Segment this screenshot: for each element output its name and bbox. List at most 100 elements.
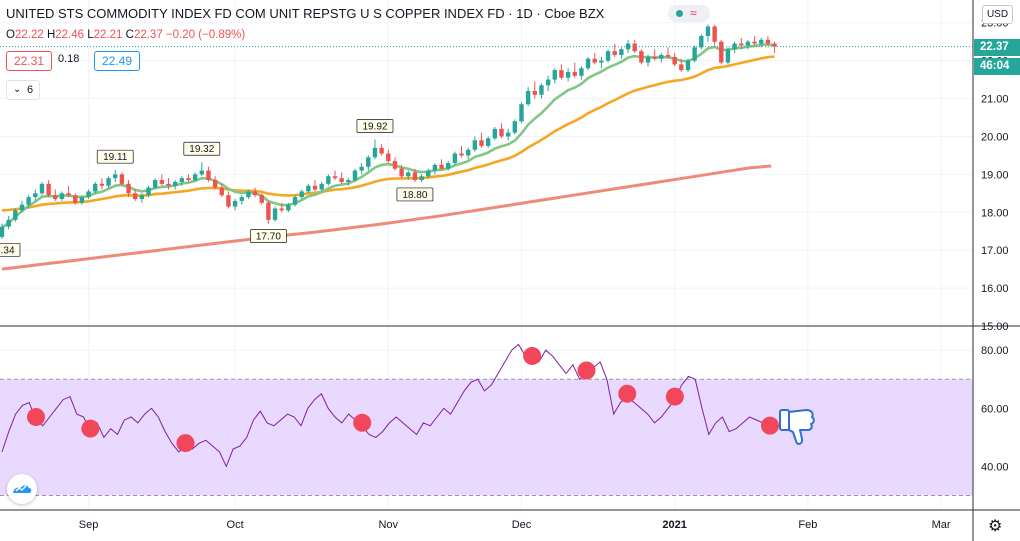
candle-body <box>505 132 511 137</box>
ema-slow-path <box>1 55 775 212</box>
candle-body <box>133 193 138 200</box>
candle-body <box>552 70 557 80</box>
rsi-axis[interactable]: 80.00 60.00 40.00 <box>981 345 1009 473</box>
candle-body <box>679 64 684 71</box>
tradingview-logo-icon[interactable] <box>7 474 37 504</box>
candle-body <box>239 197 244 201</box>
candle-body <box>592 58 597 63</box>
sma-long-path <box>1 164 772 271</box>
annotation-box <box>356 119 394 133</box>
candle-body <box>572 72 577 76</box>
candle-body <box>585 58 591 69</box>
annotation-box <box>396 187 434 202</box>
candle-body <box>319 183 324 190</box>
candle-body <box>426 170 431 177</box>
rsi-marker <box>26 407 45 426</box>
price-tick-label: 15.00 <box>981 321 1009 333</box>
annotation-box <box>183 141 221 156</box>
candle-body <box>86 191 91 198</box>
gear-icon[interactable]: ⚙ <box>988 518 1003 535</box>
candle-body <box>139 195 145 200</box>
candle-body <box>286 204 291 211</box>
candle-body <box>672 56 677 65</box>
chevron-down-icon: ⌄ <box>13 84 22 95</box>
candle-body <box>179 178 185 182</box>
candle-body <box>559 70 564 78</box>
candle-body <box>532 90 537 95</box>
candle-body <box>199 170 204 175</box>
time-axis[interactable]: Sep Oct Nov Dec 2021 Feb Mar <box>79 519 951 531</box>
candle-body <box>765 39 771 44</box>
spread-value: 0.18 <box>58 53 80 65</box>
candle-body <box>252 191 258 196</box>
candle-body <box>13 210 18 220</box>
ask-button[interactable]: 22.49 <box>94 51 140 71</box>
price-tick-label: 20.00 <box>981 131 1009 143</box>
change-value: −0.20 (−0.89%) <box>165 29 246 41</box>
annotation-box <box>96 149 134 164</box>
rsi-marker <box>353 413 372 432</box>
candle-body <box>292 197 298 205</box>
candle-body <box>79 197 85 203</box>
candle-body <box>379 147 384 154</box>
price-tick-label: 16.00 <box>981 283 1009 295</box>
candle-body <box>399 168 404 177</box>
candle-body <box>459 153 464 156</box>
candles <box>0 24 777 239</box>
rsi-marker <box>618 384 637 403</box>
status-pills[interactable]: ≈ <box>668 5 710 22</box>
candle-body <box>406 172 411 177</box>
candle-body <box>272 208 278 220</box>
price-tick-label: 17.00 <box>981 245 1009 257</box>
candle-body <box>366 157 371 167</box>
ohlc-values: O22.22 H22.46 L22.21 C22.37 −0.20 (−0.89… <box>6 29 246 41</box>
candle-body <box>432 164 438 171</box>
candle-body <box>159 180 165 184</box>
candle-body <box>599 60 604 63</box>
rsi-tick-label: 60.00 <box>981 403 1009 415</box>
price-annotations: 17.34 19.11 19.32 17.70 19.92 18.80 <box>0 119 434 257</box>
candle-body <box>639 51 644 63</box>
indicators-toggle-button[interactable]: ⌄ 6 <box>6 80 40 100</box>
symbol-title[interactable]: UNITED STS COMMODITY INDEX FD COM UNIT R… <box>6 6 605 21</box>
candle-body <box>772 43 777 47</box>
currency-button[interactable]: USD <box>982 5 1013 24</box>
last-price-tag: 22.37 <box>974 38 1020 56</box>
rsi-tick-label: 80.00 <box>981 345 1009 357</box>
annotation-label: 18.80 <box>402 190 427 201</box>
candle-body <box>752 41 757 44</box>
candle-body <box>699 36 704 48</box>
candle-body <box>652 56 657 59</box>
indicators-count: 6 <box>27 84 34 96</box>
candle-body <box>126 183 131 194</box>
candle-body <box>53 195 58 200</box>
bid-button[interactable]: 22.31 <box>6 51 52 71</box>
price-tick-label: 21.00 <box>981 94 1009 106</box>
candle-body <box>419 176 424 181</box>
candle-body <box>266 202 271 220</box>
time-tick-label: Nov <box>378 519 398 531</box>
candle-body <box>226 195 231 207</box>
candle-body <box>166 183 171 186</box>
candle-body <box>352 170 358 181</box>
time-tick-label: Oct <box>227 519 244 531</box>
rsi-marker <box>81 419 100 438</box>
candle-body <box>113 174 118 179</box>
candle-body <box>152 180 158 188</box>
candle-body <box>246 191 251 198</box>
candle-body <box>386 153 391 162</box>
candle-body <box>625 43 631 50</box>
candle-body <box>206 170 211 181</box>
candle-body <box>219 187 224 196</box>
candle-body <box>745 41 751 46</box>
candle-body <box>645 56 651 63</box>
candle-body <box>692 47 697 61</box>
price-tick-label: 18.00 <box>981 207 1009 219</box>
annotation-box <box>250 229 287 244</box>
candle-body <box>665 54 671 57</box>
candle-body <box>93 183 98 192</box>
candle-body <box>732 43 737 50</box>
candle-body <box>359 166 364 171</box>
candle-body <box>33 193 38 198</box>
